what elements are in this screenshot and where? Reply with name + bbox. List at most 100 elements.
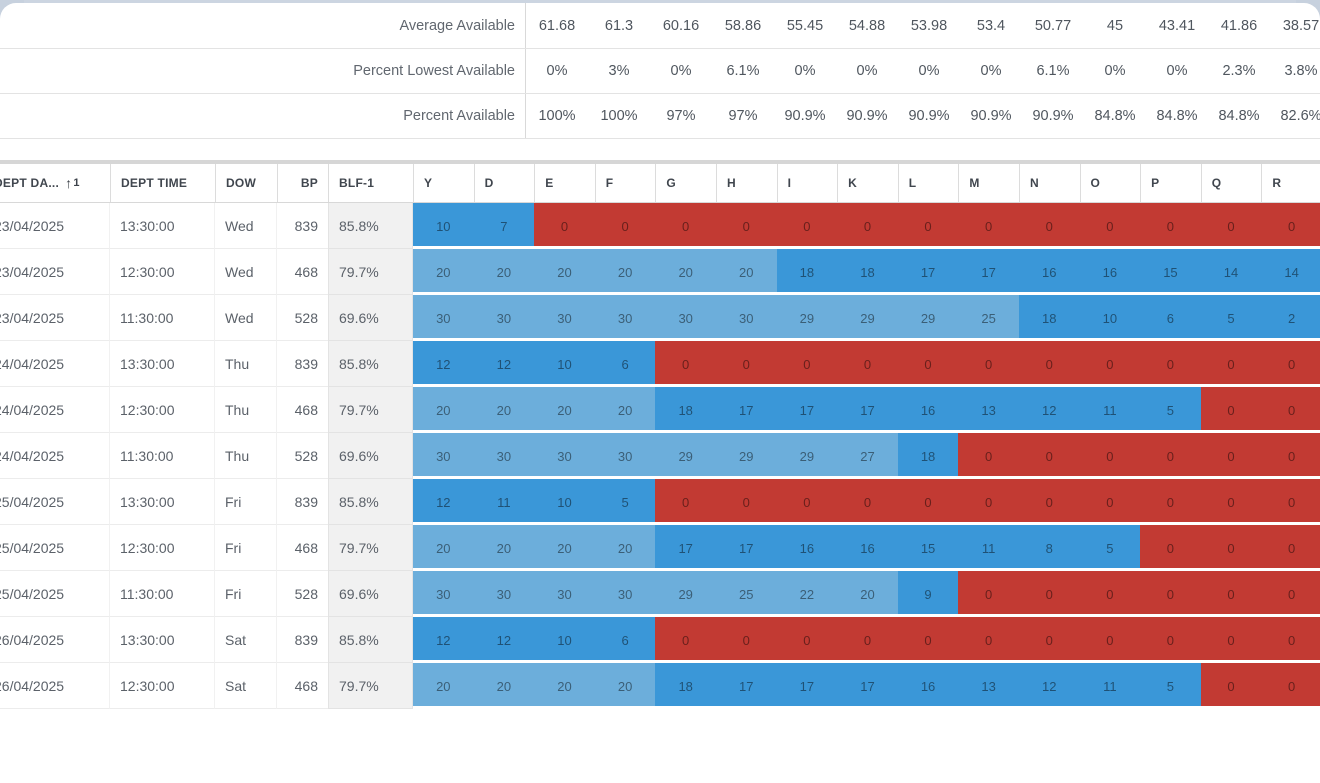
availability-cell[interactable]: 0 (1018, 203, 1080, 249)
availability-cell[interactable]: 16 (1079, 249, 1141, 295)
availability-cell[interactable]: 30 (594, 571, 656, 617)
availability-cell[interactable]: 20 (473, 249, 535, 295)
availability-cell[interactable]: 30 (413, 433, 474, 479)
availability-cell[interactable]: 0 (655, 617, 716, 663)
availability-cell[interactable]: 16 (837, 525, 898, 571)
class-column-header-l[interactable]: L (897, 164, 959, 202)
availability-cell[interactable]: 16 (897, 387, 959, 433)
table-row[interactable]: 25/04/2025 11:30:00 Fri 528 69.6% 30 30 30 30 29 2… (0, 571, 1320, 617)
availability-cell[interactable]: 0 (1140, 617, 1201, 663)
availability-cell[interactable]: 30 (715, 295, 777, 341)
availability-cell[interactable]: 0 (1018, 571, 1080, 617)
availability-cell[interactable]: 29 (776, 295, 838, 341)
availability-cell[interactable]: 17 (958, 249, 1019, 295)
availability-cell[interactable]: 9 (897, 571, 959, 617)
availability-cell[interactable]: 0 (655, 341, 716, 387)
availability-cell[interactable]: 0 (897, 617, 959, 663)
availability-cell[interactable]: 20 (594, 387, 656, 433)
availability-cell[interactable]: 13 (958, 387, 1019, 433)
availability-cell[interactable]: 29 (897, 295, 959, 341)
availability-cell[interactable]: 18 (655, 663, 716, 709)
availability-cell[interactable]: 17 (715, 525, 777, 571)
availability-cell[interactable]: 0 (1200, 663, 1262, 709)
availability-cell[interactable]: 11 (1079, 663, 1141, 709)
availability-cell[interactable]: 0 (958, 341, 1019, 387)
availability-cell[interactable]: 10 (1079, 295, 1141, 341)
table-row[interactable]: 25/04/2025 13:30:00 Fri 839 85.8% 12 11 10 5 0 0 0 0… (0, 479, 1320, 525)
class-column-header-o[interactable]: O (1079, 164, 1141, 202)
availability-cell[interactable]: 20 (413, 249, 474, 295)
availability-cell[interactable]: 20 (413, 387, 474, 433)
availability-cell[interactable]: 6 (1140, 295, 1201, 341)
availability-cell[interactable]: 22 (776, 571, 838, 617)
availability-cell[interactable]: 14 (1261, 249, 1320, 295)
availability-cell[interactable]: 12 (1018, 387, 1080, 433)
class-column-header-i[interactable]: I (776, 164, 838, 202)
availability-cell[interactable]: 20 (413, 525, 474, 571)
availability-cell[interactable]: 11 (473, 479, 535, 525)
availability-cell[interactable]: 30 (413, 295, 474, 341)
availability-cell[interactable]: 0 (1079, 479, 1141, 525)
availability-cell[interactable]: 10 (534, 617, 595, 663)
table-row[interactable]: 23/04/2025 13:30:00 Wed 839 85.8% 10 7 0 0 0 0 0 0 0 0… (0, 203, 1320, 249)
availability-cell[interactable]: 20 (534, 525, 595, 571)
availability-cell[interactable]: 16 (776, 525, 838, 571)
class-column-header-m[interactable]: M (958, 164, 1019, 202)
class-column-header-q[interactable]: Q (1200, 164, 1262, 202)
availability-cell[interactable]: 0 (655, 203, 716, 249)
availability-cell[interactable]: 6 (594, 341, 656, 387)
availability-cell[interactable]: 5 (1079, 525, 1141, 571)
availability-cell[interactable]: 0 (1261, 571, 1320, 617)
availability-cell[interactable]: 17 (837, 387, 898, 433)
availability-cell[interactable]: 12 (1018, 663, 1080, 709)
availability-cell[interactable]: 30 (534, 433, 595, 479)
column-header-dow[interactable]: DOW (215, 164, 277, 202)
availability-cell[interactable]: 0 (776, 341, 838, 387)
availability-cell[interactable]: 10 (534, 479, 595, 525)
availability-cell[interactable]: 0 (1140, 433, 1201, 479)
availability-cell[interactable]: 0 (715, 341, 777, 387)
availability-cell[interactable]: 0 (897, 341, 959, 387)
availability-cell[interactable]: 0 (1261, 433, 1320, 479)
availability-cell[interactable]: 20 (715, 249, 777, 295)
availability-cell[interactable]: 30 (655, 295, 716, 341)
availability-cell[interactable]: 12 (413, 617, 474, 663)
class-column-header-f[interactable]: F (594, 164, 656, 202)
class-column-header-y[interactable]: Y (413, 164, 474, 202)
availability-cell[interactable]: 20 (534, 387, 595, 433)
availability-cell[interactable]: 16 (1018, 249, 1080, 295)
availability-cell[interactable]: 17 (776, 663, 838, 709)
availability-cell[interactable]: 18 (897, 433, 959, 479)
availability-cell[interactable]: 0 (1140, 571, 1201, 617)
availability-cell[interactable]: 12 (473, 341, 535, 387)
availability-cell[interactable]: 17 (715, 663, 777, 709)
availability-cell[interactable]: 14 (1200, 249, 1262, 295)
availability-cell[interactable]: 0 (1261, 663, 1320, 709)
availability-cell[interactable]: 25 (715, 571, 777, 617)
availability-cell[interactable]: 20 (594, 249, 656, 295)
availability-cell[interactable]: 17 (776, 387, 838, 433)
column-header-bp[interactable]: BP (277, 164, 328, 202)
availability-cell[interactable]: 20 (534, 249, 595, 295)
availability-cell[interactable]: 0 (1200, 571, 1262, 617)
availability-cell[interactable]: 0 (715, 617, 777, 663)
availability-cell[interactable]: 0 (776, 617, 838, 663)
availability-cell[interactable]: 0 (715, 203, 777, 249)
availability-cell[interactable]: 0 (776, 479, 838, 525)
availability-cell[interactable]: 0 (1200, 525, 1262, 571)
availability-cell[interactable]: 12 (413, 479, 474, 525)
availability-cell[interactable]: 5 (1140, 387, 1201, 433)
availability-cell[interactable]: 0 (1140, 203, 1201, 249)
availability-cell[interactable]: 0 (1079, 433, 1141, 479)
availability-cell[interactable]: 30 (594, 295, 656, 341)
availability-cell[interactable]: 0 (958, 617, 1019, 663)
availability-cell[interactable]: 0 (837, 203, 898, 249)
availability-cell[interactable]: 13 (958, 663, 1019, 709)
table-row[interactable]: 23/04/2025 11:30:00 Wed 528 69.6% 30 30 30 30 30 3… (0, 295, 1320, 341)
availability-cell[interactable]: 20 (655, 249, 716, 295)
class-column-header-k[interactable]: K (837, 164, 898, 202)
availability-cell[interactable]: 30 (473, 295, 535, 341)
availability-cell[interactable]: 0 (1261, 617, 1320, 663)
availability-cell[interactable]: 0 (1261, 341, 1320, 387)
availability-cell[interactable]: 0 (1200, 387, 1262, 433)
